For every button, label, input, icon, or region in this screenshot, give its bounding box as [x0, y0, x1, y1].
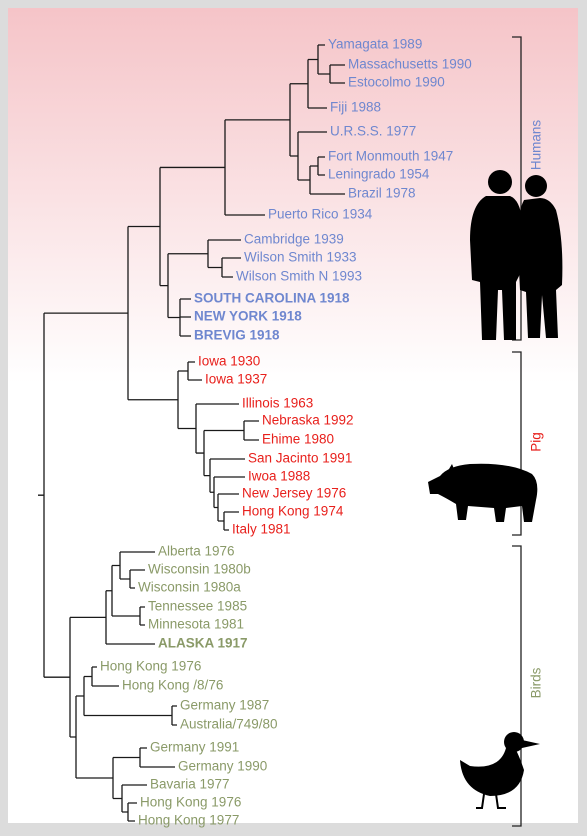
leaf-label: Wisconsin 1980b — [148, 562, 251, 577]
branches — [38, 44, 345, 822]
leaf-label: Fiji 1988 — [330, 100, 381, 115]
panel — [8, 8, 578, 823]
leaf-label: Hong Kong 1977 — [138, 813, 239, 828]
leaf-label: San Jacinto 1991 — [248, 451, 352, 466]
leaf-label: Hong Kong 1976 — [100, 659, 201, 674]
leaf-label: Wilson Smith N 1993 — [236, 269, 362, 284]
brackets — [512, 36, 522, 827]
group-label: Birds — [529, 667, 544, 698]
leaf-label: Illinois 1963 — [242, 396, 313, 411]
leaf-label: Iowa 1930 — [198, 354, 260, 369]
leaf-label: Massachusetts 1990 — [348, 57, 472, 72]
leaf-label: Nebraska 1992 — [262, 413, 354, 428]
leaf-label: SOUTH CAROLINA 1918 — [194, 291, 350, 306]
leaf-label: NEW YORK 1918 — [194, 309, 302, 324]
leaf-label: Alberta 1976 — [158, 544, 235, 559]
leaf-label: Leningrado 1954 — [328, 167, 430, 182]
leaf-label: Fort Monmouth 1947 — [328, 149, 453, 164]
leaf-label: Germany 1991 — [150, 740, 239, 755]
leaf-label: Puerto Rico 1934 — [268, 207, 373, 222]
leaf-label: Yamagata 1989 — [328, 37, 422, 52]
leaf-label: Italy 1981 — [232, 522, 291, 537]
group-label: Pig — [529, 432, 544, 452]
leaf-label: Estocolmo 1990 — [348, 75, 445, 90]
leaf-label: Hong Kong 1974 — [242, 504, 344, 519]
leaf-label: Germany 1987 — [180, 698, 269, 713]
leaf-label: New Jersey 1976 — [242, 486, 346, 501]
group-label: Humans — [529, 120, 544, 171]
leaf-label: ALASKA 1917 — [158, 636, 248, 651]
leaf-label: Tennessee 1985 — [148, 599, 247, 614]
duck-silhouette — [460, 732, 540, 809]
leaf-label: Germany 1990 — [178, 759, 267, 774]
leaf-label: Cambridge 1939 — [244, 232, 344, 247]
leaf-label: Wisconsin 1980a — [138, 580, 241, 595]
human-silhouette — [470, 170, 563, 340]
leaf-label: Hong Kong /8/76 — [122, 678, 223, 693]
pig-silhouette — [428, 463, 538, 522]
leaf-label: Iwoa 1988 — [248, 469, 310, 484]
leaf-label: BREVIG 1918 — [194, 328, 280, 343]
leaf-label: Hong Kong 1976 — [140, 795, 241, 810]
leaf-label: Iowa 1937 — [205, 372, 267, 387]
leaf-label: Australia/749/80 — [180, 717, 278, 732]
leaf-label: Wilson Smith 1933 — [244, 250, 357, 265]
leaf-label: U.R.S.S. 1977 — [330, 124, 416, 139]
leaf-label: Minnesota 1981 — [148, 617, 244, 632]
leaf-label: Brazil 1978 — [348, 186, 416, 201]
leaf-label: Ehime 1980 — [262, 432, 334, 447]
leaf-label: Bavaria 1977 — [150, 777, 230, 792]
